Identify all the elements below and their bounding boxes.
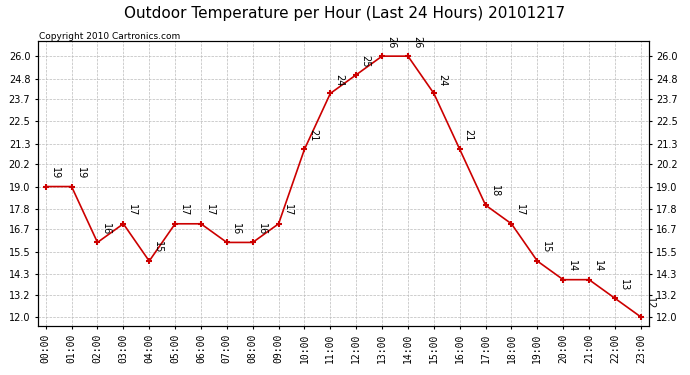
Text: 17: 17 [179, 204, 189, 216]
Text: 19: 19 [50, 167, 59, 179]
Text: 13: 13 [619, 279, 629, 291]
Text: 25: 25 [360, 55, 370, 68]
Text: 24: 24 [334, 74, 344, 86]
Text: 21: 21 [464, 129, 473, 142]
Text: 26: 26 [412, 36, 422, 49]
Text: 12: 12 [644, 297, 655, 309]
Text: 18: 18 [489, 186, 500, 198]
Text: 17: 17 [205, 204, 215, 216]
Text: 21: 21 [308, 129, 318, 142]
Text: 17: 17 [127, 204, 137, 216]
Text: 19: 19 [75, 167, 86, 179]
Text: 15: 15 [541, 241, 551, 254]
Text: 17: 17 [515, 204, 525, 216]
Text: Outdoor Temperature per Hour (Last 24 Hours) 20101217: Outdoor Temperature per Hour (Last 24 Ho… [124, 6, 566, 21]
Text: 14: 14 [567, 260, 577, 272]
Text: 14: 14 [593, 260, 603, 272]
Text: 16: 16 [230, 223, 241, 235]
Text: 15: 15 [153, 241, 163, 254]
Text: 26: 26 [386, 36, 396, 49]
Text: 16: 16 [101, 223, 111, 235]
Text: 24: 24 [437, 74, 448, 86]
Text: Copyright 2010 Cartronics.com: Copyright 2010 Cartronics.com [39, 32, 180, 40]
Text: 17: 17 [282, 204, 293, 216]
Text: 16: 16 [257, 223, 266, 235]
